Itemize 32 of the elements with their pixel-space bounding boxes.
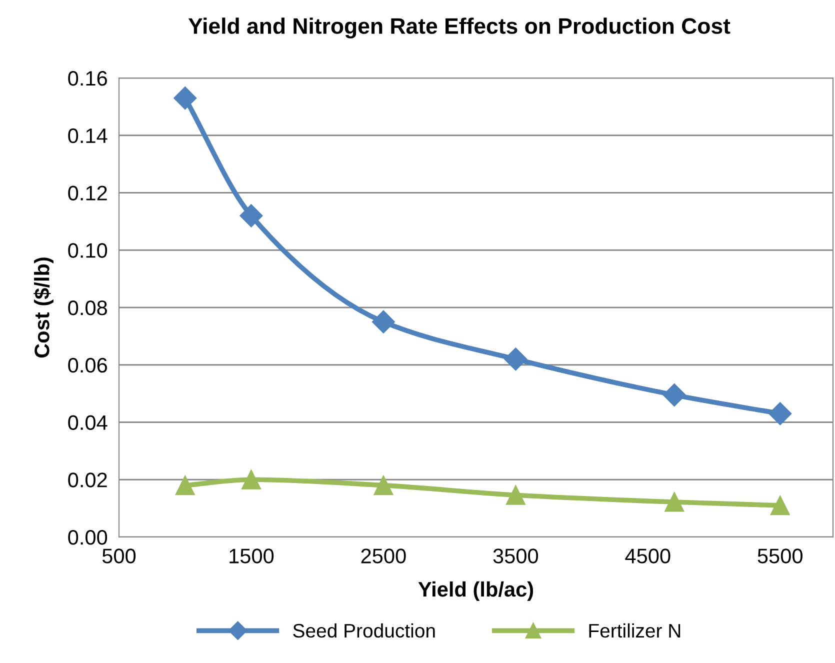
point bbox=[242, 470, 261, 490]
legend-label: Seed Production bbox=[293, 623, 435, 638]
x-tick-label: 500 bbox=[102, 548, 136, 564]
x-tick-label: 1500 bbox=[230, 548, 274, 564]
y-tick-label: 0.04 bbox=[68, 415, 108, 430]
y-tick-label: 0.16 bbox=[68, 71, 107, 86]
y-tick-label: 0.12 bbox=[68, 186, 107, 201]
chart-title: Yield and Nitrogen Rate Effects on Production Cost bbox=[188, 18, 730, 38]
point bbox=[662, 384, 686, 406]
x-tick-label: 5500 bbox=[758, 548, 802, 564]
y-tick-label: 0.10 bbox=[68, 243, 108, 258]
point bbox=[374, 476, 394, 496]
x-tick-label: 3500 bbox=[493, 548, 538, 564]
y-tick-label: 0.06 bbox=[68, 358, 107, 373]
y-tick-label: 0.02 bbox=[68, 472, 107, 488]
x-tick-label: 2500 bbox=[361, 548, 406, 564]
point bbox=[506, 485, 526, 505]
x-tick-label: 4500 bbox=[625, 548, 670, 564]
x-axis-title: Yield (lb/ac) bbox=[418, 581, 534, 601]
point bbox=[504, 348, 528, 371]
y-tick-label: 0.14 bbox=[68, 128, 108, 144]
point bbox=[664, 492, 684, 512]
y-tick-label: 0.00 bbox=[68, 530, 108, 545]
point bbox=[768, 402, 792, 426]
point bbox=[175, 476, 195, 496]
legend-label: Fertilizer N bbox=[589, 623, 680, 638]
point bbox=[240, 204, 263, 228]
y-axis-title: Cost ($/lb) bbox=[34, 258, 54, 358]
point bbox=[174, 86, 197, 110]
y-tick-label: 0.08 bbox=[68, 300, 107, 316]
point bbox=[770, 496, 790, 516]
point bbox=[372, 310, 395, 334]
